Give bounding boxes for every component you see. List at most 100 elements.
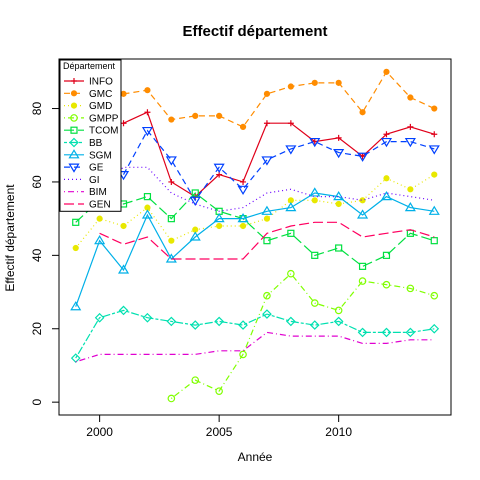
data-point-gmc [407,94,414,101]
data-point-tcom [287,229,295,237]
series-line-gen [99,221,435,260]
series-gi [75,166,435,212]
data-point-gmpp [382,280,391,289]
data-point-gmc [239,123,247,130]
data-point-sgm [189,231,201,241]
data-point-ge [141,126,153,137]
legend-label: INFO [89,77,113,88]
data-point-tcom [311,251,319,259]
series-gen [99,221,435,260]
data-point-bb [429,323,440,334]
data-point-tcom [382,251,391,259]
legend-label: GMC [89,89,112,100]
legend-label: GMD [89,101,112,112]
data-point-gmpp [406,284,415,293]
data-point-gmd [72,244,79,252]
legend-box [59,59,122,212]
data-point-tcom [143,193,152,201]
data-point-bb [94,312,105,323]
series-bb [70,305,440,363]
data-point-sgm [165,253,177,263]
series-line-gmd [75,174,435,249]
legend-item-sgm: SGM [64,149,112,161]
data-point-info [431,131,438,138]
y-tick-label: 20 [30,322,44,336]
series-line-gi [75,166,435,212]
data-point-ge [309,137,321,148]
data-point-bb [118,305,129,316]
data-point-sgm [261,205,273,215]
data-point-gmpp [263,291,271,300]
data-point-gmc [144,87,151,94]
legend-item-gmpp: GMPP [64,113,119,124]
data-point-info [168,178,175,185]
data-point-ge [189,196,201,206]
data-point-info [335,134,342,141]
legend-marker [70,90,78,97]
series-line-gmpp [170,272,435,399]
data-point-tcom [263,237,271,245]
series-tcom [72,189,438,270]
data-point-sgm [285,201,297,212]
data-point-bb [381,327,392,338]
data-point-bb [142,312,153,323]
data-point-sgm [237,212,249,223]
data-point-tcom [406,229,414,237]
data-point-gmc [383,68,390,75]
data-point-gmpp [430,291,439,300]
legend-item-gen: GEN [64,200,111,211]
data-point-gmpp [334,306,343,315]
data-point-bb [166,316,177,327]
data-point-tcom [167,215,175,223]
data-point-gmpp [167,394,176,403]
data-point-info [383,131,390,138]
data-point-gmd [216,222,223,230]
series-gmd [72,171,438,252]
legend-label: GEN [89,200,111,211]
legend-item-gmd: GMD [64,101,112,112]
data-point-tcom [358,262,367,270]
data-point-sgm [94,235,106,245]
data-point-sgm [428,205,440,215]
data-point-gmd [383,175,390,182]
data-point-gmc [311,79,318,86]
data-point-ge [165,156,177,166]
x-tick-label: 2010 [325,425,352,439]
data-point-ge [237,185,249,195]
data-point-gmd [431,171,438,178]
x-tick-label: 2000 [86,425,113,439]
legend-item-ge: GE [64,163,104,174]
data-point-bb [190,320,201,330]
series-bim [75,331,435,363]
data-point-gmpp [358,277,367,285]
series-gmc [120,68,438,130]
data-point-tcom [430,237,438,245]
y-tick-label: 60 [30,175,44,189]
data-point-ge [213,163,225,173]
series-info [120,109,438,200]
legend-label: GE [89,163,104,174]
data-point-bb [405,327,416,338]
legend-item-info: INFO [64,77,113,88]
legend-marker [69,137,79,148]
data-point-sgm [333,190,345,201]
data-point-gmd [335,200,342,208]
series-line-bb [75,309,435,359]
data-point-ge [285,145,297,155]
data-point-bb [214,316,224,327]
data-point-gmpp [287,269,295,278]
data-point-gmc [120,90,127,97]
data-point-info [311,138,318,145]
y-axis: 0 20 40 60 80 [30,102,60,405]
data-point-gmd [311,197,318,204]
legend-label: BIM [89,187,107,198]
data-point-gmc [431,105,438,112]
y-axis-label: Effectif département [3,184,17,292]
series-line-bim [75,331,435,363]
data-point-tcom [72,218,80,226]
data-point-gmc [216,112,223,119]
data-point-gmd [168,237,175,244]
legend-marker [71,78,77,84]
data-point-bb [262,309,272,319]
